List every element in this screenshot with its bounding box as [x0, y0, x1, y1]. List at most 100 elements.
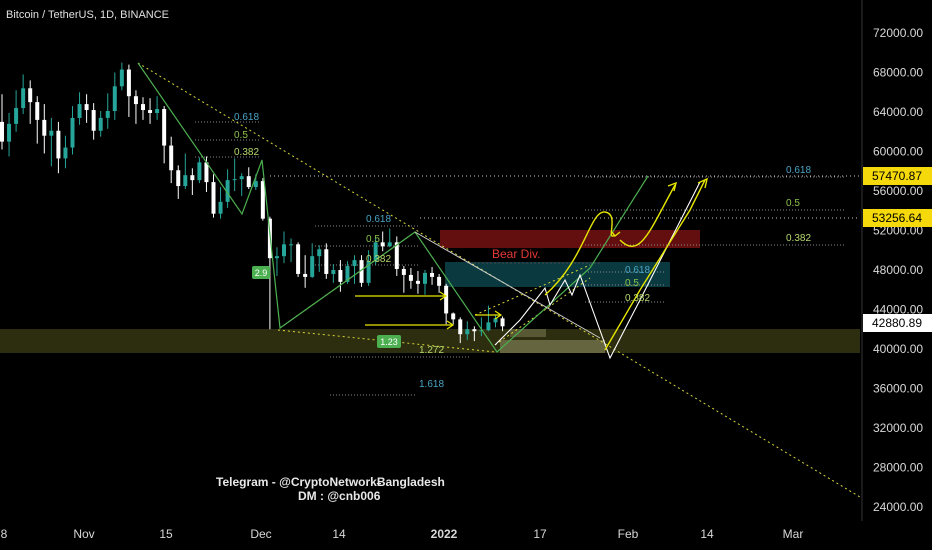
x-tick-label: 14: [332, 527, 346, 541]
fib-right-05: 0.5: [786, 198, 800, 209]
fib-box-382: 0.382: [625, 293, 650, 304]
candle: [225, 169, 230, 208]
candle: [493, 314, 498, 328]
candle: [458, 317, 463, 344]
x-tick-label: 2022: [431, 527, 458, 541]
candle: [7, 112, 12, 157]
price-tag-current: 42880.89: [863, 314, 932, 332]
y-tick-label: 44000.00: [873, 303, 923, 317]
fib-ext-1618: 1.618: [419, 379, 444, 390]
candle: [338, 260, 343, 292]
candle: [21, 74, 26, 114]
candle: [366, 250, 371, 286]
candle: [148, 98, 153, 124]
candle: [70, 106, 75, 155]
x-axis-ticks: 8 Nov 15 Dec 14 2022 17 Feb 14 Mar: [1, 527, 804, 541]
x-tick-label: Dec: [250, 527, 271, 541]
candle: [105, 93, 110, 129]
candle: [190, 168, 195, 195]
candle: [380, 231, 385, 252]
candle: [14, 90, 19, 132]
badge-2-9-text: 2.9: [255, 268, 268, 278]
candle: [310, 243, 315, 278]
candle: [56, 121, 61, 174]
price-tag-57470: 57470.87: [863, 167, 932, 185]
bear-div-box: [440, 230, 700, 248]
candle: [415, 270, 420, 294]
candle: [98, 111, 103, 137]
horizontal-arrows: [355, 291, 503, 330]
fib-mid-382: 0.382: [366, 254, 391, 265]
y-tick-label: 72000.00: [873, 26, 923, 40]
candle: [331, 264, 336, 283]
badge-1-23: 1.23: [377, 335, 401, 348]
candle: [169, 136, 174, 184]
y-tick-label: 36000.00: [873, 382, 923, 396]
candle: [28, 80, 33, 124]
candle: [0, 94, 4, 150]
fib-top-382: 0.382: [234, 147, 259, 158]
fib-ext: [330, 356, 470, 396]
y-axis-ticks: 72000.00 68000.00 64000.00 60000.00 56000.00…: [873, 26, 923, 514]
candle: [155, 96, 160, 120]
candle: [486, 305, 491, 332]
candle: [42, 104, 47, 154]
badge-1-23-text: 1.23: [380, 337, 398, 347]
candle: [289, 238, 294, 263]
y-tick-label: 68000.00: [873, 66, 923, 80]
fib-right-618: 0.618: [786, 165, 811, 176]
x-tick-label: 15: [159, 527, 173, 541]
diag-line: [414, 231, 601, 339]
candle: [183, 153, 188, 190]
x-tick-label: Nov: [73, 527, 94, 541]
candle: [387, 228, 392, 248]
fib-box-618: 0.618: [625, 265, 650, 276]
fib-mid: [315, 225, 420, 266]
candle: [359, 255, 364, 287]
candle: [401, 266, 406, 293]
y-tick-label: 28000.00: [873, 461, 923, 475]
candle: [246, 167, 251, 190]
x-tick-label: Mar: [783, 527, 804, 541]
candle: [35, 96, 40, 144]
price-tag-53256-text: 53256.64: [872, 211, 922, 225]
candle: [176, 165, 181, 199]
candle: [260, 178, 265, 221]
fib-mid-618: 0.618: [366, 214, 391, 225]
candle: [423, 270, 427, 295]
projection-yellow-3: [604, 179, 706, 351]
fib-top: [195, 121, 260, 158]
fib-mid-05: 0.5: [366, 234, 380, 245]
candle: [352, 255, 357, 284]
x-tick-label: Feb: [618, 527, 639, 541]
candle: [324, 243, 329, 279]
watermark-dm: DM : @cnb006: [298, 489, 381, 503]
candle: [63, 135, 68, 169]
candle: [141, 97, 145, 120]
candle: [112, 72, 117, 120]
candle: [77, 92, 82, 125]
price-tag-57470-text: 57470.87: [872, 169, 922, 183]
x-tick-label: 8: [1, 527, 8, 541]
candle: [211, 174, 216, 218]
y-tick-label: 56000.00: [873, 184, 923, 198]
candle: [451, 312, 456, 325]
candle: [239, 173, 244, 196]
candle: [162, 106, 167, 164]
fib-right: [585, 176, 845, 246]
support-zone: [0, 329, 860, 353]
fib-top-05: 0.5: [234, 130, 248, 141]
candle: [437, 273, 442, 293]
candle: [500, 316, 505, 332]
candle: [232, 158, 237, 191]
candle: [84, 94, 89, 123]
x-tick-label: 17: [533, 527, 547, 541]
candle: [274, 247, 279, 276]
candle: [479, 317, 484, 337]
price-tag-current-text: 42880.89: [872, 316, 922, 330]
candle: [218, 187, 223, 219]
candle: [472, 326, 477, 342]
y-tick-label: 64000.00: [873, 105, 923, 119]
